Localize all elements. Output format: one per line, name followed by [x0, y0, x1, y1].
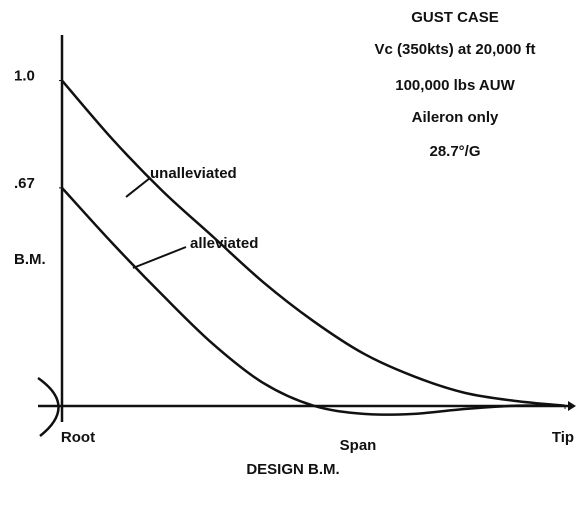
- leader-line: [125, 177, 151, 198]
- y-axis-label: B.M.: [14, 251, 46, 268]
- y-tick-label: 1.0: [14, 67, 35, 84]
- legend-label: alleviated: [190, 235, 258, 252]
- annotation: GUST CASE: [411, 9, 499, 26]
- annotation: 28.7°/G: [429, 143, 480, 160]
- line: [61, 187, 566, 416]
- root-bracket: [37, 376, 60, 437]
- line: [61, 79, 566, 407]
- annotation: 100,000 lbs AUW: [395, 77, 515, 94]
- x-tick-label: Root: [61, 429, 95, 446]
- axis-arrow: [568, 401, 576, 411]
- x-tick-label: Tip: [552, 429, 574, 446]
- legend-label: unalleviated: [150, 165, 237, 182]
- chart-title: DESIGN B.M.: [246, 461, 339, 478]
- leader-line: [132, 246, 187, 269]
- annotation: Aileron only: [412, 109, 499, 126]
- annotation: Vc (350kts) at 20,000 ft: [375, 41, 536, 58]
- x-axis-label: Span: [340, 437, 377, 454]
- y-tick-label: .67: [14, 175, 35, 192]
